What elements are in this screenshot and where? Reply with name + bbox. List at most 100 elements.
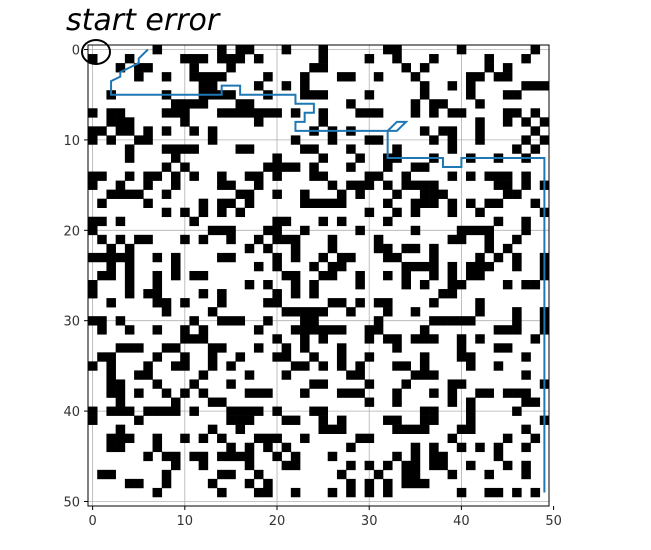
maze-wall-cell (530, 334, 541, 344)
maze-wall-cell (364, 90, 375, 100)
maze-wall-cell (115, 108, 126, 118)
maze-wall-cell (115, 379, 126, 389)
maze-wall-cell (456, 379, 467, 389)
maze-wall-cell (364, 397, 375, 407)
maze-wall-cell (226, 90, 236, 100)
maze-wall-cell (207, 397, 218, 407)
maze-wall-cell (124, 126, 135, 136)
maze-wall-cell (290, 108, 301, 118)
maze-wall-cell (272, 252, 282, 263)
maze-wall-cell (272, 406, 282, 416)
maze-wall-cell (253, 171, 264, 181)
maze-wall-cell (281, 352, 292, 362)
maze-wall-cell (521, 180, 531, 190)
maze-wall-cell (161, 307, 172, 317)
maze-wall-cell (309, 325, 319, 335)
maze-wall-cell (530, 81, 541, 91)
maze-wall-cell (226, 225, 236, 236)
maze-wall-cell (438, 99, 448, 109)
maze-wall-cell (419, 180, 430, 190)
maze-wall-cell (290, 361, 301, 371)
maze-wall-cell (180, 162, 190, 172)
maze-wall-cell (226, 379, 236, 389)
maze-wall-cell (97, 469, 107, 480)
maze-wall-cell (170, 451, 181, 462)
maze-wall-cell (429, 442, 439, 453)
maze-wall-cell (327, 135, 338, 145)
maze-wall-cell (447, 198, 458, 209)
maze-wall-cell (198, 451, 209, 462)
maze-wall-cell (106, 117, 116, 127)
maze-wall-cell (253, 343, 264, 353)
maze-wall-cell (217, 54, 227, 64)
maze-wall-cell (364, 207, 375, 218)
maze-wall-cell (392, 415, 402, 425)
maze-wall-cell (383, 334, 393, 344)
maze-wall-cell (336, 424, 347, 434)
maze-wall-cell (401, 63, 411, 73)
maze-wall-cell (475, 225, 485, 236)
maze-wall-cell (401, 478, 411, 489)
maze-wall-cell (161, 189, 172, 199)
maze-wall-cell (143, 451, 153, 462)
maze-wall-cell (97, 270, 107, 281)
maze-wall-cell (263, 478, 273, 489)
maze-wall-cell (207, 135, 218, 145)
maze-wall-cell (438, 451, 448, 462)
maze-wall-cell (281, 415, 292, 425)
maze-wall-cell (115, 442, 126, 453)
maze-wall-cell (88, 108, 98, 118)
maze-wall-cell (88, 280, 98, 290)
maze-wall-cell (263, 388, 273, 398)
maze-wall-cell (115, 388, 126, 398)
maze-wall-cell (309, 144, 319, 154)
maze-wall-cell (355, 153, 365, 163)
maze-wall-cell (88, 361, 98, 371)
maze-wall-cell (419, 415, 430, 425)
maze-wall-cell (115, 117, 126, 127)
maze-wall-cell (235, 316, 246, 326)
maze-wall-cell (281, 234, 292, 245)
maze-wall-cell (410, 207, 421, 218)
maze-wall-cell (466, 270, 476, 281)
maze-wall-cell (143, 180, 153, 190)
maze-wall-cell (429, 370, 439, 380)
maze-wall-cell (253, 108, 264, 118)
maze-wall-cell (530, 198, 541, 209)
maze-wall-cell (512, 307, 522, 317)
maze-wall-cell (502, 180, 513, 190)
maze-wall-cell (530, 280, 541, 290)
maze-wall-cell (134, 388, 144, 398)
maze-wall-cell (106, 352, 116, 362)
maze-wall-cell (530, 397, 541, 407)
maze-wall-cell (383, 415, 393, 425)
maze-wall-cell (502, 460, 513, 471)
maze-wall-cell (355, 270, 365, 281)
maze-wall-cell (217, 198, 227, 209)
maze-wall-cell (429, 243, 439, 254)
maze-wall-cell (392, 424, 402, 434)
maze-wall-cell (161, 478, 172, 489)
maze-wall-cell (106, 189, 116, 199)
maze-wall-cell (466, 406, 476, 416)
maze-wall-cell (263, 433, 273, 444)
maze-wall-cell (161, 451, 172, 462)
maze-wall-cell (392, 252, 402, 263)
maze-wall-cell (383, 45, 393, 55)
maze-wall-cell (290, 135, 301, 145)
maze-wall-cell (429, 54, 439, 64)
maze-wall-cell (244, 144, 255, 154)
maze-wall-cell (207, 126, 218, 136)
maze-wall-cell (226, 198, 236, 209)
maze-wall-cell (217, 225, 227, 236)
maze-wall-cell (493, 171, 504, 181)
maze-wall-cell (152, 487, 163, 498)
maze-wall-cell (134, 234, 144, 245)
maze-wall-cell (429, 298, 439, 308)
maze-wall-cell (235, 108, 246, 118)
maze-wall-cell (373, 325, 384, 335)
maze-wall-cell (521, 135, 531, 145)
maze-wall-cell (419, 126, 430, 136)
maze-wall-cell (318, 424, 329, 434)
maze-wall-cell (355, 298, 365, 308)
